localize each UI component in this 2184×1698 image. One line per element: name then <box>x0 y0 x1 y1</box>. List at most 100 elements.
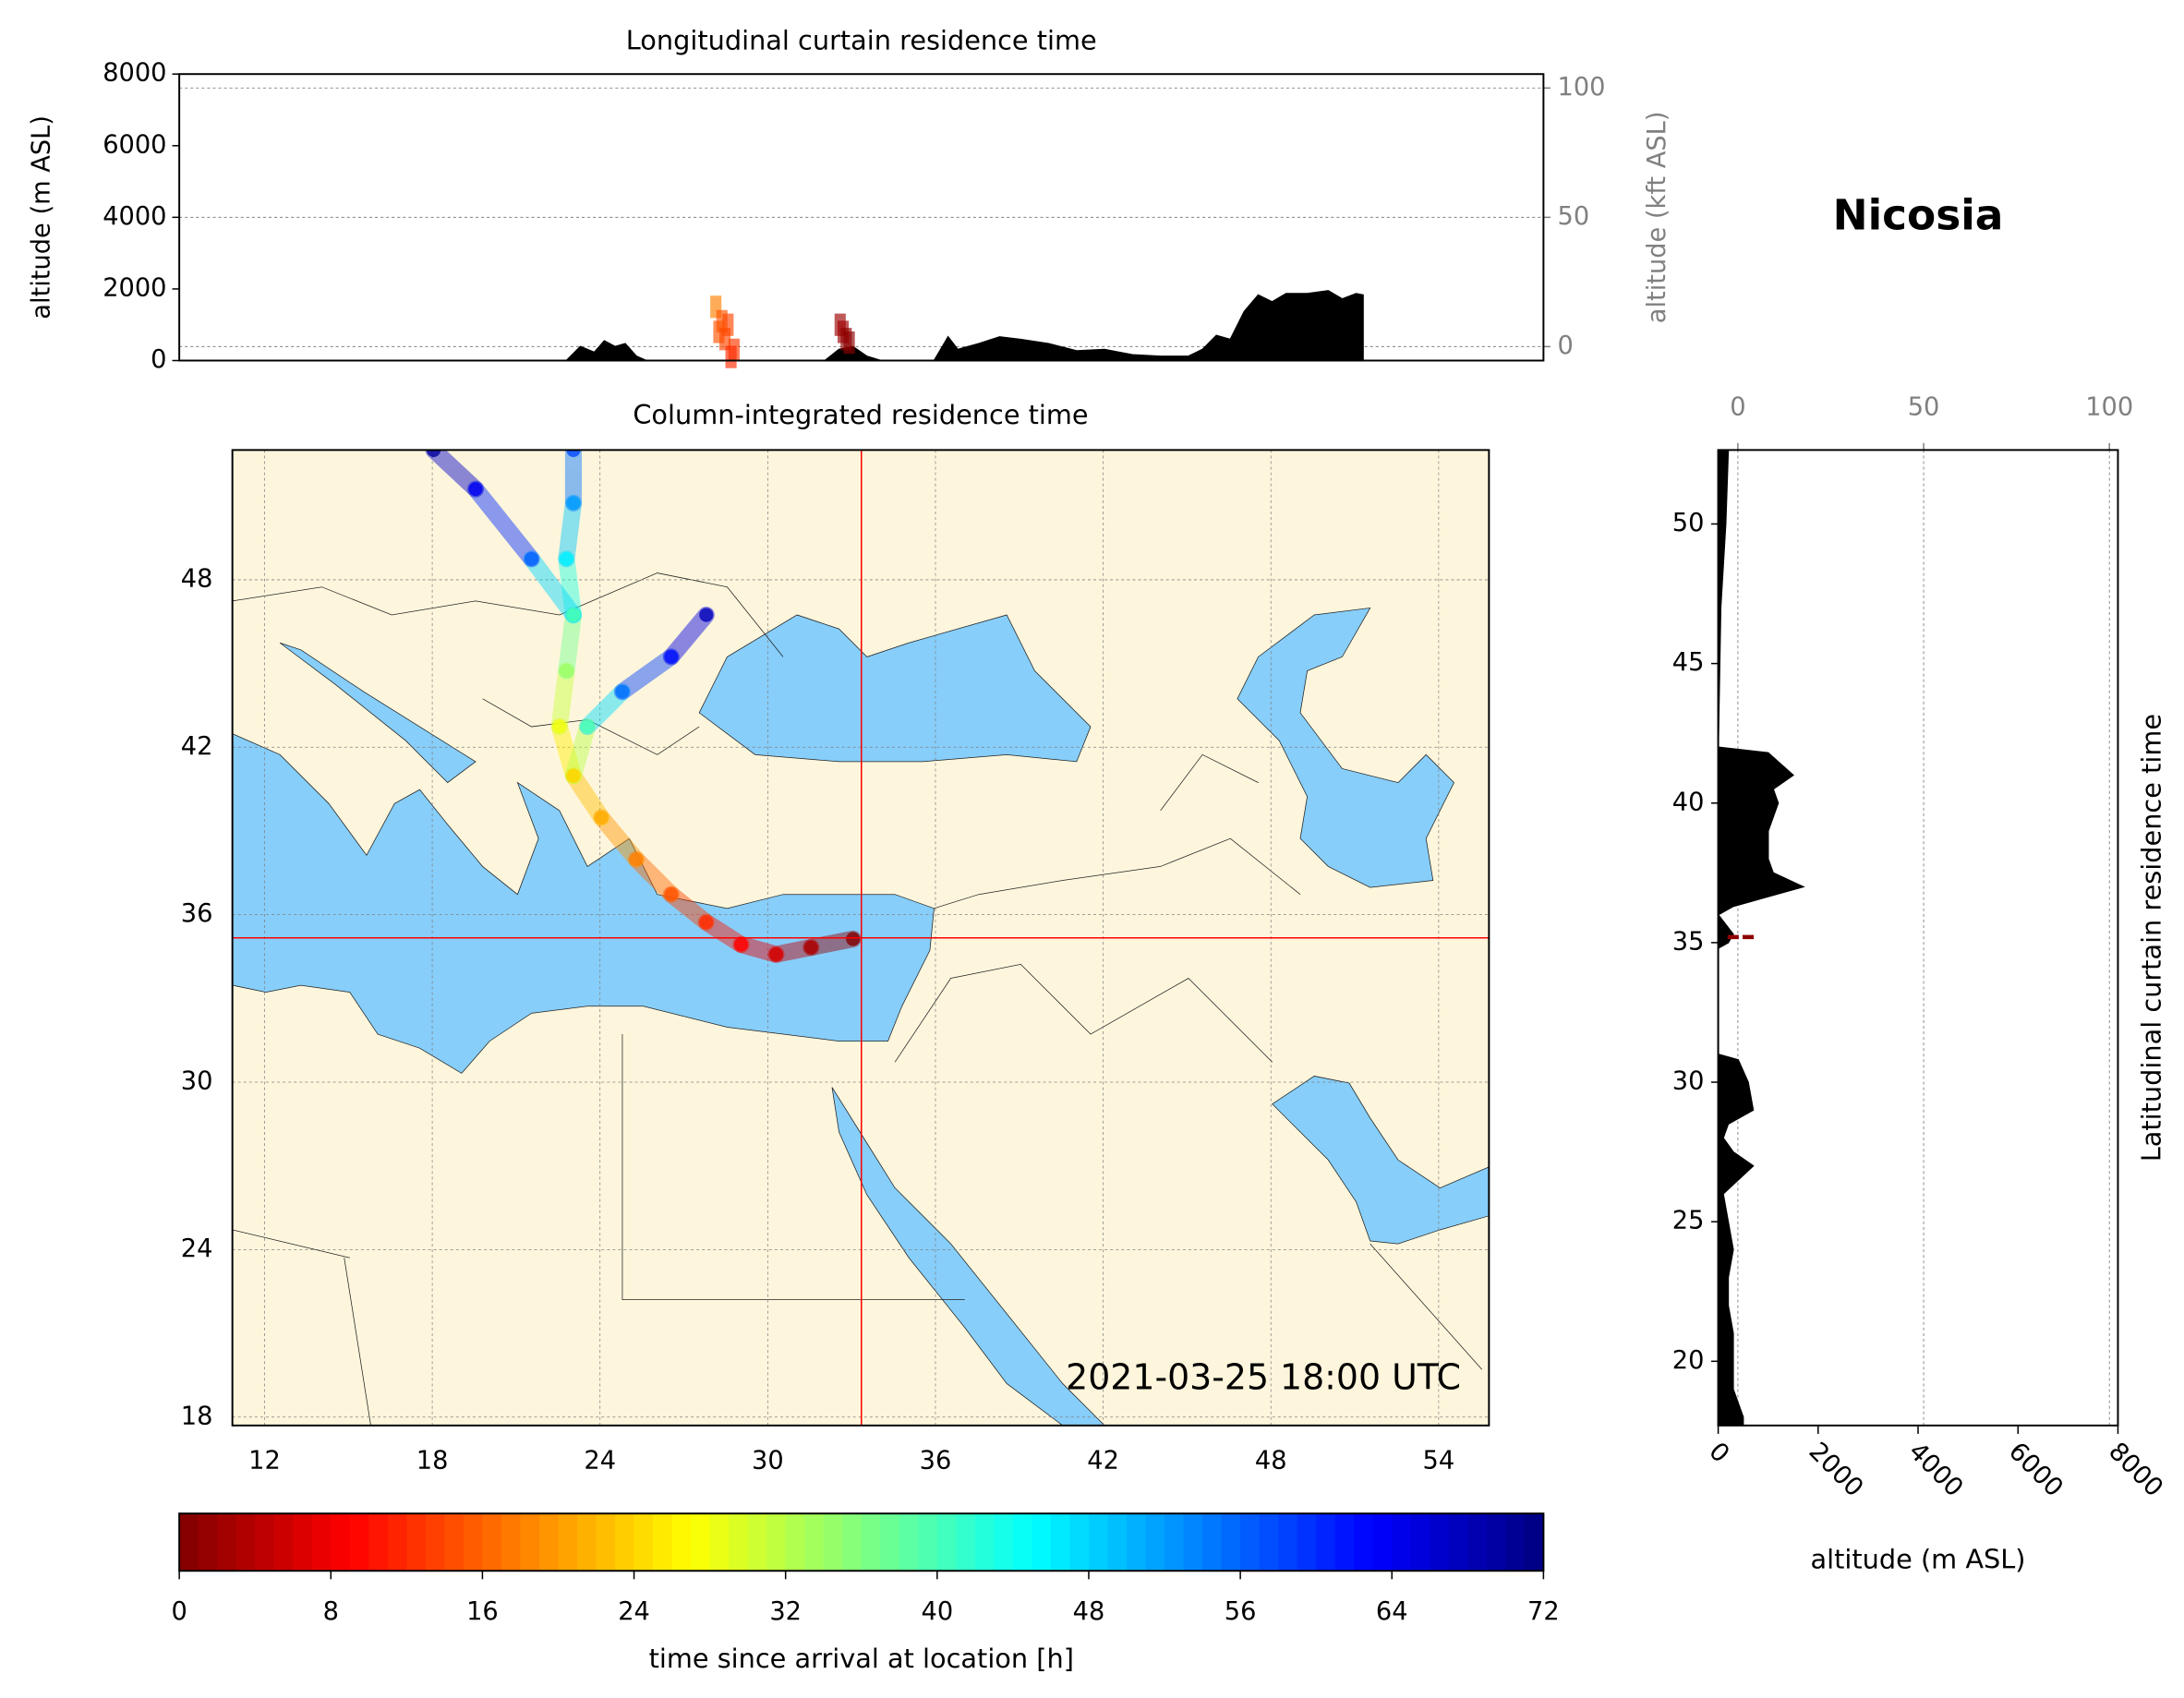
colorbar-swatch <box>311 1513 332 1572</box>
colorbar-swatch <box>1410 1513 1431 1572</box>
y2-tick-label: 50 <box>1558 202 1590 231</box>
colorbar-swatch <box>653 1513 673 1572</box>
trajectory-point <box>566 608 581 622</box>
x-tick-label: 0 <box>1703 1437 1734 1468</box>
trajectory-segment <box>558 494 583 568</box>
trajectory-point <box>699 608 714 622</box>
colorbar-swatch <box>1259 1513 1279 1572</box>
colorbar-swatch <box>1145 1513 1165 1572</box>
colorbar-swatch <box>349 1513 370 1572</box>
plume-cell <box>1742 934 1755 940</box>
sea <box>1237 607 1454 888</box>
colorbar-swatch <box>974 1513 995 1572</box>
x2-tick-label: 50 <box>1908 392 1940 421</box>
colorbar-swatch <box>1164 1513 1185 1572</box>
colorbar-swatch <box>615 1513 635 1572</box>
y-tick-label: 20 <box>1672 1346 1705 1375</box>
colorbar-swatch <box>331 1513 351 1572</box>
colorbar-swatch <box>273 1513 294 1572</box>
colorbar-swatch <box>956 1513 976 1572</box>
plume-cell <box>843 331 855 355</box>
axes-frame <box>1717 449 2119 1427</box>
trajectory-point <box>629 852 644 867</box>
colorbar-swatch <box>179 1513 199 1572</box>
x-tick-label: 36 <box>920 1447 952 1475</box>
trajectory-point <box>594 810 609 825</box>
x2-tick-label: 100 <box>2085 392 2133 421</box>
plume-cell <box>718 328 731 351</box>
x-tick-label: 30 <box>752 1447 784 1475</box>
trajectory-segment <box>550 662 575 736</box>
x-tick-label: 72 <box>1527 1597 1560 1626</box>
colorbar-swatch <box>1430 1513 1450 1572</box>
x-tick-label: 54 <box>1423 1447 1455 1475</box>
colorbar-swatch <box>444 1513 465 1572</box>
sea <box>1272 1076 1490 1245</box>
axes-frame <box>231 449 1490 1427</box>
axes-title: Column-integrated residence time <box>633 399 1088 430</box>
y-tick-label: 42 <box>181 732 213 761</box>
colorbar-swatch <box>482 1513 502 1572</box>
colorbar-swatch <box>463 1513 484 1572</box>
colorbar-swatch <box>1334 1513 1355 1572</box>
sea <box>831 1087 1105 1426</box>
colorbar-swatch <box>558 1513 578 1572</box>
colorbar-swatch <box>899 1513 920 1572</box>
colorbar-swatch <box>823 1513 843 1572</box>
y-tick-label: 4000 <box>103 202 166 231</box>
colorbar-swatch <box>709 1513 730 1572</box>
terrain-area <box>1717 451 1805 1427</box>
x-tick-label: 24 <box>618 1597 650 1626</box>
colorbar-swatch <box>1297 1513 1317 1572</box>
y-tick-label: 45 <box>1672 648 1705 677</box>
colorbar-swatch <box>747 1513 767 1572</box>
colorbar-swatch <box>1467 1513 1488 1572</box>
y-tick-label: 18 <box>181 1402 213 1430</box>
y-axis-label: altitude (m ASL) <box>27 115 55 319</box>
colorbar-swatch <box>880 1513 900 1572</box>
colorbar-swatch <box>1050 1513 1071 1572</box>
colorbar-swatch <box>842 1513 863 1572</box>
x-tick-label: 64 <box>1376 1597 1408 1626</box>
x-tick-label: 6000 <box>2003 1437 2069 1502</box>
x-tick-label: 2000 <box>1803 1437 1868 1502</box>
x-tick-label: 8 <box>323 1597 339 1626</box>
colorbar-swatch <box>633 1513 654 1572</box>
colorbar-swatch <box>576 1513 597 1572</box>
trajectory-segment <box>550 717 583 785</box>
trajectory-segment <box>564 717 597 785</box>
x-tick-label: 16 <box>466 1597 499 1626</box>
colorbar-swatch <box>387 1513 408 1572</box>
trajectory-segment <box>579 683 632 736</box>
x-axis-label: altitude (m ASL) <box>1811 1544 2026 1575</box>
trajectory-segment <box>662 606 715 666</box>
colorbar-swatch <box>406 1513 427 1572</box>
y-tick-label: 36 <box>181 899 213 928</box>
colorbar-swatch <box>785 1513 805 1572</box>
trajectory-point <box>580 719 595 734</box>
x-tick-label: 42 <box>1087 1447 1119 1475</box>
colorbar-swatch <box>1392 1513 1412 1572</box>
x-tick-label: 8000 <box>2103 1437 2168 1502</box>
trajectory-point <box>468 482 483 497</box>
x-tick-label: 40 <box>922 1597 954 1626</box>
colorbar-swatch <box>425 1513 446 1572</box>
colorbar-swatch <box>1448 1513 1469 1572</box>
sea <box>279 642 477 784</box>
trajectory-point <box>559 663 573 679</box>
colorbar-swatch <box>861 1513 882 1572</box>
colorbar-swatch <box>596 1513 616 1572</box>
x-tick-label: 18 <box>416 1447 449 1475</box>
trajectory-segment <box>593 809 646 868</box>
colorbar-swatch <box>235 1513 256 1572</box>
colorbar-swatch <box>1372 1513 1394 1572</box>
trajectory-segment <box>627 850 680 903</box>
y-tick-label: 2000 <box>103 273 166 302</box>
colorbar-swatch <box>538 1513 560 1572</box>
x-tick-label: 0 <box>171 1597 187 1626</box>
colorbar-swatch <box>1221 1513 1241 1572</box>
x-tick-label: 56 <box>1225 1597 1257 1626</box>
colorbar-swatch <box>1127 1513 1147 1572</box>
colorbar-swatch <box>1354 1513 1374 1572</box>
